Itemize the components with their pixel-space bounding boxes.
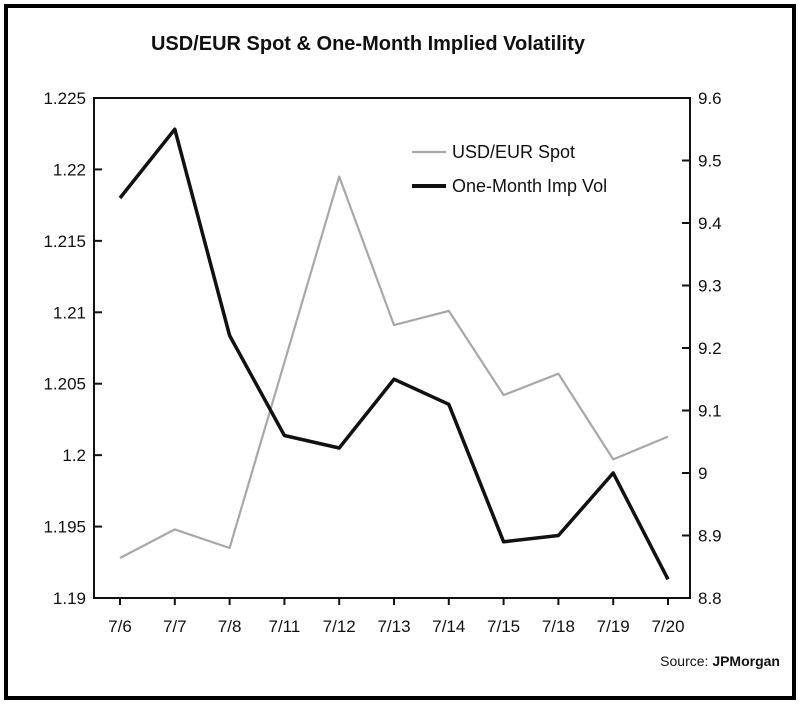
left-tick-label: 1.2 — [62, 446, 86, 465]
legend-label-implied-vol: One-Month Imp Vol — [452, 176, 607, 196]
right-tick-label: 9.3 — [698, 277, 722, 296]
series-line-spot — [119, 175, 669, 559]
left-tick-label: 1.205 — [43, 375, 86, 394]
x-tick-label: 7/13 — [377, 617, 410, 636]
left-axis: 1.19 1.195 1.2 1.205 1.21 1.215 1.22 1.225 — [43, 89, 102, 608]
source-name: JPMorgan — [712, 653, 780, 669]
x-tick-label: 7/15 — [487, 617, 520, 636]
right-tick-label: 8.9 — [698, 527, 722, 546]
x-tick-label: 7/11 — [268, 617, 300, 636]
x-tick-label: 7/6 — [108, 617, 132, 636]
left-tick-label: 1.215 — [43, 232, 86, 251]
left-tick-label: 1.195 — [43, 518, 86, 537]
legend-label-spot: USD/EUR Spot — [452, 142, 575, 162]
x-tick-label: 7/19 — [597, 617, 630, 636]
x-tick-label: 7/12 — [323, 617, 356, 636]
x-tick-label: 7/20 — [651, 617, 684, 636]
left-tick-label: 1.22 — [53, 160, 86, 179]
plot-area — [93, 97, 691, 599]
left-tick-label: 1.21 — [53, 303, 86, 322]
chart-frame — [4, 4, 796, 700]
right-tick-label: 9 — [698, 464, 707, 483]
left-tick-label: 1.19 — [53, 589, 86, 608]
x-tick-label: 7/18 — [542, 617, 575, 636]
x-axis: 7/6 7/7 7/8 7/11 7/12 7/13 7/14 7/15 7/18 7/19 7/2… — [108, 598, 685, 636]
right-tick-label: 8.8 — [698, 589, 722, 608]
legend: USD/EUR Spot One-Month Imp Vol — [412, 142, 607, 196]
series-line-implied-vol — [118, 127, 670, 581]
x-tick-label: 7/7 — [163, 617, 187, 636]
right-tick-label: 9.4 — [698, 214, 722, 233]
right-tick-label: 9.2 — [698, 339, 722, 358]
x-tick-label: 7/14 — [432, 617, 465, 636]
series-lines — [118, 127, 670, 581]
left-tick-label: 1.225 — [43, 89, 86, 108]
source-prefix: Source: — [660, 653, 712, 669]
right-tick-label: 9.1 — [698, 402, 722, 421]
x-tick-label: 7/8 — [218, 617, 242, 636]
source-note: Source: JPMorgan — [660, 653, 780, 669]
chart-title: USD/EUR Spot & One-Month Implied Volatil… — [151, 33, 586, 55]
right-axis: 8.8 8.9 9 9.1 9.2 9.3 9.4 9.5 9.6 — [682, 89, 722, 608]
right-tick-label: 9.5 — [698, 152, 722, 171]
right-tick-label: 9.6 — [698, 89, 722, 108]
